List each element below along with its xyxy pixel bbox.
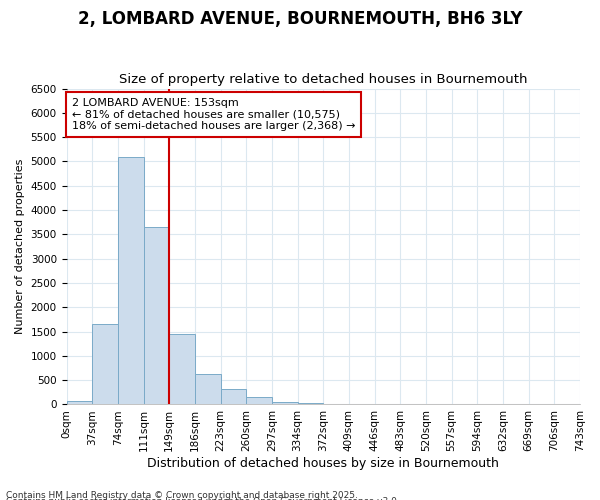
Bar [298,403,323,404]
Bar [67,400,92,404]
Text: Contains HM Land Registry data © Crown copyright and database right 2025.: Contains HM Land Registry data © Crown c… [6,490,358,500]
Title: Size of property relative to detached houses in Bournemouth: Size of property relative to detached ho… [119,73,527,86]
Bar [246,397,272,404]
Text: Contains public sector information licensed under the Open Government Licence v3: Contains public sector information licen… [6,497,400,500]
Bar [118,156,143,404]
Bar [221,389,246,404]
Bar [169,334,195,404]
Text: 2, LOMBARD AVENUE, BOURNEMOUTH, BH6 3LY: 2, LOMBARD AVENUE, BOURNEMOUTH, BH6 3LY [77,10,523,28]
X-axis label: Distribution of detached houses by size in Bournemouth: Distribution of detached houses by size … [148,457,499,470]
Bar [92,324,118,404]
Bar [143,227,169,404]
Text: 2 LOMBARD AVENUE: 153sqm
← 81% of detached houses are smaller (10,575)
18% of se: 2 LOMBARD AVENUE: 153sqm ← 81% of detach… [71,98,355,131]
Bar [195,374,221,404]
Bar [272,402,298,404]
Y-axis label: Number of detached properties: Number of detached properties [15,159,25,334]
